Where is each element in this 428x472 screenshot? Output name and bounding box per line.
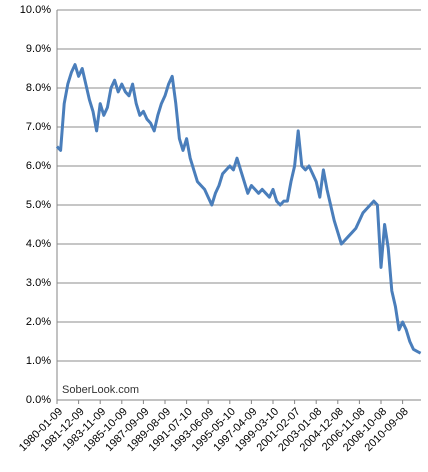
y-tick-label: 3.0% <box>26 277 51 289</box>
watermark: SoberLook.com <box>62 384 139 396</box>
y-tick-label: 8.0% <box>26 82 51 94</box>
y-tick-label: 10.0% <box>20 4 51 16</box>
y-tick-label: 5.0% <box>26 199 51 211</box>
y-tick-label: 9.0% <box>26 43 51 55</box>
data-line <box>55 63 422 355</box>
y-tick-label: 0.0% <box>26 394 51 406</box>
y-tick-label: 1.0% <box>26 355 51 367</box>
y-tick-label: 6.0% <box>26 160 51 172</box>
y-tick-label: 2.0% <box>26 316 51 328</box>
y-tick-label: 4.0% <box>26 238 51 250</box>
y-tick-label: 7.0% <box>26 121 51 133</box>
